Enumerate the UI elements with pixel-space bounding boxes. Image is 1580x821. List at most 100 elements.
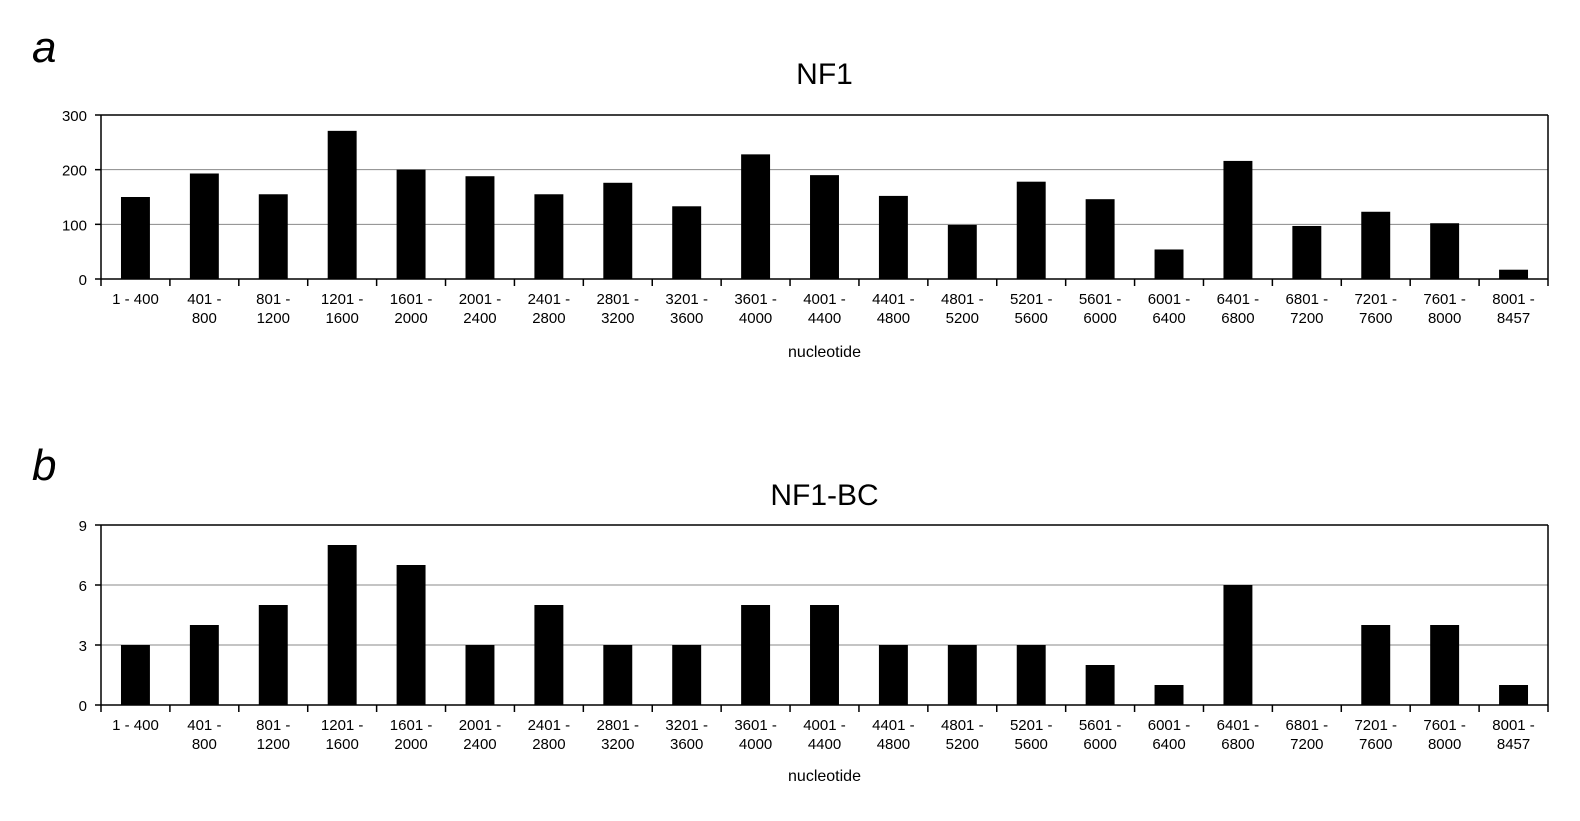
x-tick-label: 5601 -6000 [1079,291,1122,327]
bar [741,154,771,279]
panel-b: b NF1-BC 0 3 6 9 1 - 400 401 -800 801 -1200 1201 … [32,441,1549,785]
bar [465,176,495,279]
bar [1016,645,1046,705]
x-tick-label: 7601 -8000 [1423,717,1466,753]
y-tick-label: 0 [79,272,87,289]
x-tick-label: 2001 -2400 [459,717,502,753]
bar [878,645,908,705]
y-tick-label: 200 [62,163,87,180]
bar [1085,665,1115,705]
bar [1223,585,1253,705]
bar [672,645,702,705]
x-tick-label: 4001 -4400 [803,717,846,753]
x-tick-label: 4401 -4800 [872,291,915,327]
bar [603,645,633,705]
x-tick-label: 401 -800 [187,717,221,753]
x-tick-label: 7201 -7600 [1354,291,1397,327]
bar [1499,269,1529,279]
x-tick-label: 3201 -3600 [665,717,708,753]
x-tick-label: 1 - 400 [112,717,159,734]
bar [258,194,288,279]
bar [1361,625,1391,705]
x-tick-label: 8001 -8457 [1492,717,1535,753]
y-tick-label: 6 [79,578,87,595]
y-tick-label: 9 [79,518,87,535]
y-tick-label: 300 [62,108,87,125]
bar [1292,225,1322,279]
chart-title: NF1-BC [770,479,878,512]
bar [327,545,357,705]
x-tick-label: 4801 -5200 [941,291,984,327]
x-tick-label: 6401 -6800 [1217,717,1260,753]
bar [1223,160,1253,279]
x-tick-label: 2401 -2800 [528,717,571,753]
bar [878,195,908,279]
bar [120,645,150,705]
x-tick-label: 801 -1200 [256,717,290,753]
panel-a: a NF1 0 100 200 300 1 - 400 401 -800 801 -1200 12… [32,23,1549,361]
bar [189,173,219,279]
x-tick-label: 5601 -6000 [1079,717,1122,753]
x-tick-label: 1601 -2000 [390,291,433,327]
panel-letter: a [32,23,56,72]
bar [1085,199,1115,279]
x-tick-label: 1 - 400 [112,291,159,308]
x-tick-label: 6401 -6800 [1217,291,1260,327]
bar [947,645,977,705]
x-tick-label: 3201 -3600 [665,291,708,327]
x-axis-label: nucleotide [788,768,861,785]
bar [1016,181,1046,279]
x-tick-label: 3601 -4000 [734,717,777,753]
y-tick-label: 0 [79,698,87,715]
bar [1154,249,1184,279]
x-tick-label: 6001 -6400 [1148,717,1191,753]
bar [534,194,564,279]
y-tick-label: 3 [79,638,87,655]
x-tick-label: 7601 -8000 [1423,291,1466,327]
bar [810,605,839,705]
x-tick-label: 3601 -4000 [734,291,777,327]
x-tick-label: 6001 -6400 [1148,291,1191,327]
bar [534,605,564,705]
panel-letter: b [32,441,56,490]
bar [810,175,839,279]
bar [1154,685,1184,705]
bar [189,625,219,705]
bar [396,565,426,705]
x-tick-label: 2801 -3200 [597,291,640,327]
bar [396,169,426,279]
x-tick-label: 4001 -4400 [803,291,846,327]
x-tick-label: 7201 -7600 [1354,717,1397,753]
bar [603,182,633,279]
x-tick-label: 401 -800 [187,291,221,327]
y-tick-label: 100 [62,217,87,234]
x-tick-label: 1601 -2000 [390,717,433,753]
bar [947,224,977,279]
bar [741,605,771,705]
x-tick-label: 4401 -4800 [872,717,915,753]
bar [327,130,357,279]
x-tick-label: 5201 -5600 [1010,291,1053,327]
x-tick-label: 5201 -5600 [1010,717,1053,753]
x-tick-label: 6801 -7200 [1286,291,1329,327]
bar [1430,625,1460,705]
x-tick-label: 2401 -2800 [528,291,571,327]
x-tick-label: 2001 -2400 [459,291,502,327]
x-axis-label: nucleotide [788,344,861,361]
chart-title: NF1 [796,58,853,91]
x-tick-label: 4801 -5200 [941,717,984,753]
x-tick-label: 801 -1200 [256,291,290,327]
bar [1430,223,1460,279]
bar [120,197,150,279]
x-tick-label: 1201 -1600 [321,291,364,327]
x-tick-label: 8001 -8457 [1492,291,1535,327]
bar [465,645,495,705]
x-tick-label: 1201 -1600 [321,717,364,753]
bar [672,206,702,279]
x-tick-label: 6801 -7200 [1286,717,1329,753]
bar [258,605,288,705]
bar [1499,685,1529,705]
bar [1361,211,1391,279]
x-tick-label: 2801 -3200 [597,717,640,753]
